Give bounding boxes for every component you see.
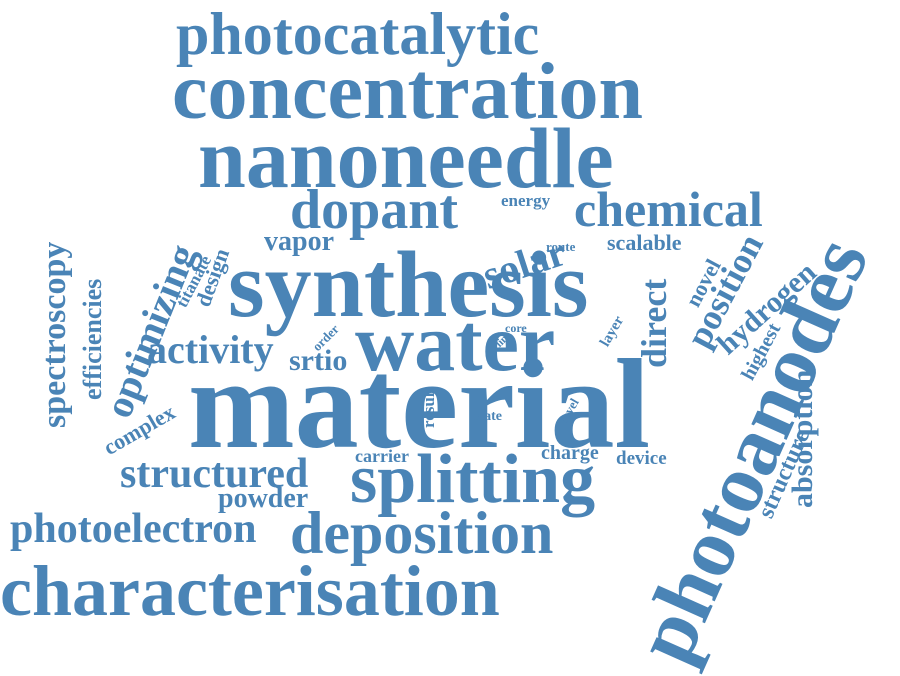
word-material: material xyxy=(188,333,650,475)
word-deposition: deposition xyxy=(290,500,554,566)
word-photoelectron: photoelectron xyxy=(10,506,257,552)
word-dopant: dopant xyxy=(290,179,459,241)
word-carrier: carrier xyxy=(355,446,409,466)
word-direct: direct xyxy=(634,278,674,368)
word-charge: charge xyxy=(541,442,599,464)
word-device: device xyxy=(616,448,667,469)
word-result: result xyxy=(419,386,438,428)
word-nanoneedle: nanoneedle xyxy=(198,110,614,206)
word-water: water xyxy=(355,297,556,388)
word-scalable: scalable xyxy=(607,230,682,255)
word-state: state xyxy=(474,409,502,424)
word-characterisation: characterisation xyxy=(0,551,500,631)
word-efficiencies: efficiencies xyxy=(78,278,107,400)
word-splitting: splitting xyxy=(350,441,596,518)
word-powder: powder xyxy=(218,483,309,514)
word-vapor: vapor xyxy=(264,226,334,257)
word-core: core xyxy=(505,321,527,335)
word-concentration: concentration xyxy=(172,48,644,136)
word-absorption: absorption xyxy=(786,369,819,508)
word-chemical: chemical xyxy=(574,181,763,237)
word-synthesis: synthesis xyxy=(228,233,589,337)
word-srtio: srtio xyxy=(289,344,348,377)
word-photocatalytic: photocatalytic xyxy=(176,1,540,67)
word-energy: energy xyxy=(501,191,551,210)
word-route: route xyxy=(546,239,576,254)
word-structured: structured xyxy=(120,451,309,497)
word-activity: activity xyxy=(147,327,274,372)
word-spectroscopy: spectroscopy xyxy=(36,241,73,428)
